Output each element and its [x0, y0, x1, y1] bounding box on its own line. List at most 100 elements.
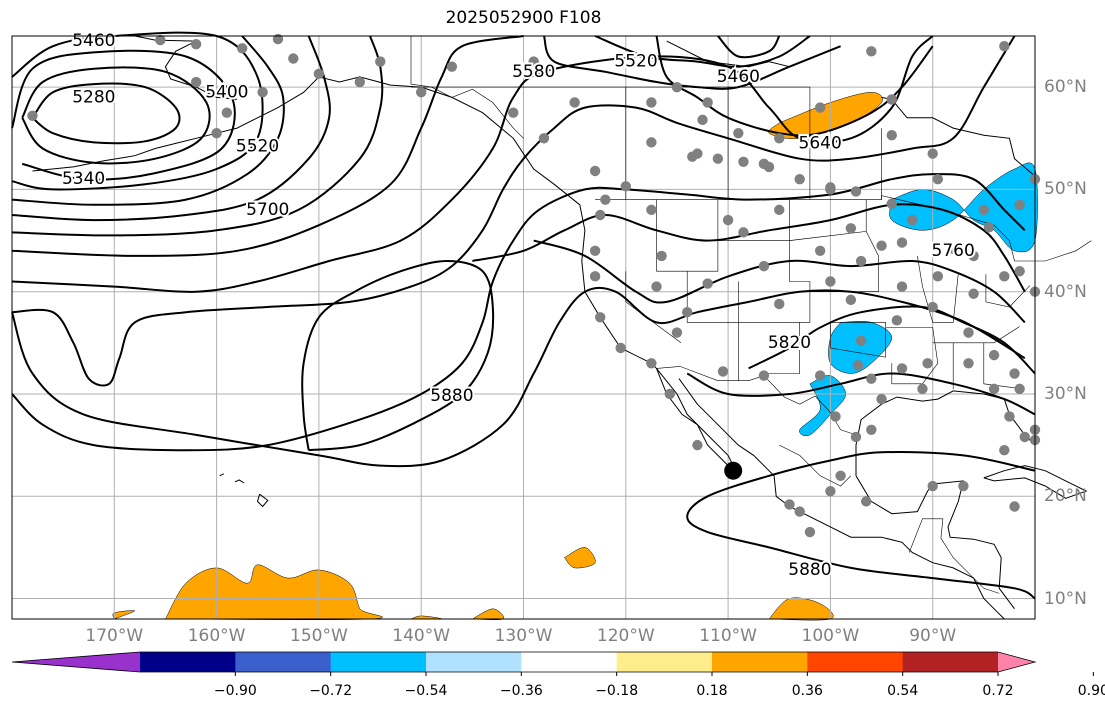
station-dot: [1009, 368, 1020, 379]
station-dot: [774, 133, 785, 144]
coast-hawaii: [256, 493, 269, 508]
station-dots: [27, 33, 1041, 538]
station-dot: [221, 107, 233, 118]
station-dot: [692, 439, 703, 451]
station-dot: [932, 173, 944, 185]
contour-label: 5880: [430, 386, 473, 406]
station-dot: [886, 130, 897, 141]
station-dot: [1014, 383, 1025, 395]
station-dot: [999, 41, 1010, 52]
border-states-1: [656, 199, 719, 272]
colorbar-extend-low: [12, 652, 140, 672]
station-dot: [155, 34, 166, 46]
longitude-label: 150°W: [290, 626, 348, 646]
station-dot: [774, 337, 785, 349]
contour-5460-a: [11, 31, 264, 191]
station-dot: [825, 276, 836, 287]
negative-anomaly-great-lakes: [889, 162, 1038, 253]
contour-5850-west: [472, 203, 1026, 293]
station-dot: [794, 506, 805, 517]
station-dot: [835, 470, 846, 482]
colorbar-outline: [11, 651, 1037, 673]
contour-5700-a: [11, 35, 524, 257]
station-dot: [999, 271, 1010, 282]
contour-label: 5280: [72, 87, 115, 107]
border-states-8: [830, 322, 886, 358]
station-dot: [313, 68, 325, 80]
colorbar-tick-label: 0.36: [791, 683, 823, 699]
station-dot: [236, 43, 248, 54]
contour-5520-b: [594, 35, 811, 68]
station-dot: [651, 281, 662, 292]
colorbar-tick-label: −0.54: [404, 683, 448, 699]
station-dot: [717, 366, 729, 377]
station-dot: [988, 383, 1000, 395]
station-dot: [758, 260, 770, 272]
station-dot: [774, 298, 785, 310]
station-dot: [538, 133, 550, 144]
colorbar-extend-high: [998, 652, 1035, 672]
station-dot: [1009, 501, 1020, 512]
colorbar-segment: [712, 652, 808, 672]
station-dot: [569, 97, 580, 108]
coast-hudson-bay: [881, 96, 1036, 177]
positive-anomaly-pacific-2: [165, 564, 383, 621]
station-dot: [866, 373, 877, 384]
station-dot: [896, 363, 908, 374]
map-frame: [11, 35, 1036, 620]
station-dot: [794, 173, 805, 185]
latitude-label: 10°N: [1044, 588, 1087, 609]
station-dot: [589, 245, 601, 256]
station-dot: [1004, 411, 1015, 422]
coast-canada-north: [666, 40, 790, 68]
station-dot: [968, 250, 979, 262]
coast-hawaii-2: [234, 479, 245, 484]
station-dot: [595, 209, 606, 221]
station-dot: [190, 76, 202, 88]
border-states-9: [885, 327, 939, 385]
station-dot: [907, 214, 918, 226]
station-dot: [671, 81, 683, 93]
station-dot: [27, 110, 38, 121]
station-dot: [978, 204, 990, 216]
contour-5340-ring: [21, 66, 211, 165]
colorbar-tick-label: 0.72: [982, 683, 1014, 699]
station-dot: [646, 204, 657, 216]
station-dot: [968, 288, 979, 299]
station-dot: [804, 526, 816, 538]
contour-5880-ring: [301, 259, 495, 452]
coast-north-america-west: [421, 86, 734, 466]
station-dot: [850, 186, 862, 197]
longitude-label: 160°W: [187, 626, 246, 646]
contour-label: 5460: [717, 67, 760, 87]
colorbar-segment: [807, 652, 904, 672]
coast-gulf-of-mexico: [855, 390, 1036, 610]
colorbar-segment: [616, 652, 713, 672]
station-dot: [697, 114, 708, 126]
station-dot: [589, 165, 601, 177]
station-dot: [855, 255, 867, 267]
station-dot: [866, 46, 877, 57]
station-dot: [988, 349, 1000, 361]
station-dot: [664, 388, 675, 400]
contour-5880-south: [686, 372, 1036, 416]
station-dot: [814, 102, 826, 113]
longitude-label: 100°W: [801, 626, 860, 646]
contour-labels: 5460 5280 5400 5340 5520 5700 5580 5520 5460 5640…: [60, 29, 977, 582]
station-dot: [190, 38, 202, 50]
station-dot: [589, 271, 601, 282]
station-dot: [446, 61, 458, 72]
station-dot: [257, 87, 268, 98]
contour-5820-east: [533, 239, 1026, 324]
station-dot: [615, 342, 626, 354]
station-dot: [671, 327, 683, 338]
station-dot: [354, 76, 366, 88]
station-dot: [758, 158, 770, 170]
longitude-label: 120°W: [596, 626, 655, 646]
station-dot: [876, 393, 887, 405]
border-states-10: [917, 255, 959, 323]
contour-5400-ring: [11, 49, 236, 181]
station-dot: [600, 194, 611, 205]
anomaly-shading: [112, 92, 1038, 621]
contour-label: 5520: [614, 52, 657, 72]
